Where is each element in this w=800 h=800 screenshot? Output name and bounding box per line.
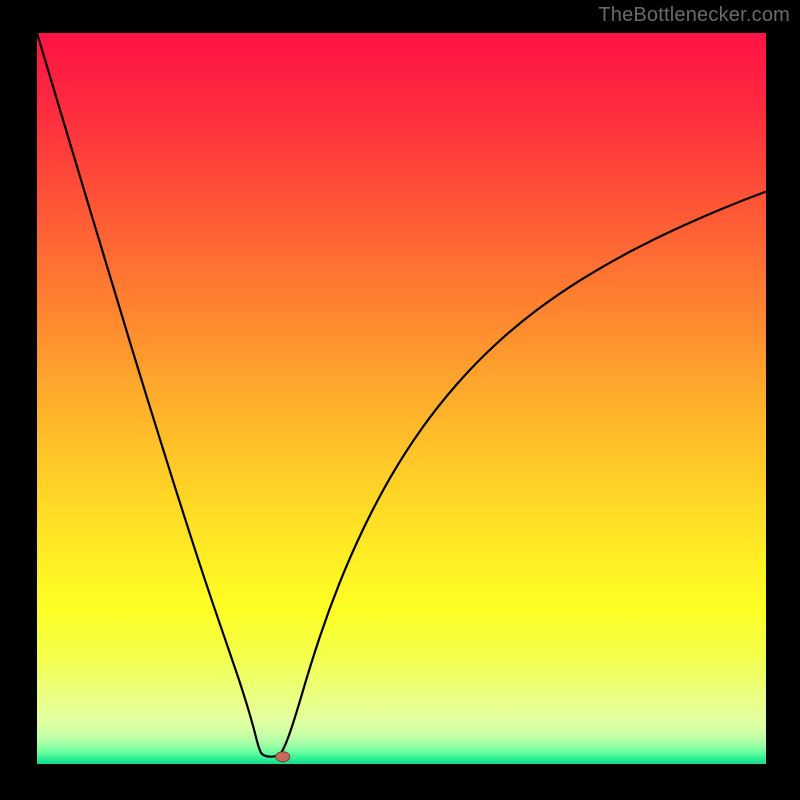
optimum-marker: [276, 752, 290, 762]
watermark-text: TheBottlenecker.com: [598, 4, 790, 27]
bottleneck-curve-chart: [0, 0, 800, 800]
